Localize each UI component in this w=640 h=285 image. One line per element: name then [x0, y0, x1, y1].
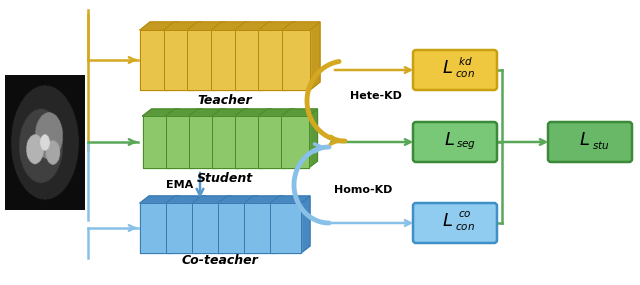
Polygon shape [140, 203, 171, 253]
Polygon shape [262, 109, 271, 168]
Text: $\mathit{con}$: $\mathit{con}$ [455, 222, 475, 232]
Polygon shape [143, 116, 170, 168]
Polygon shape [285, 109, 294, 168]
Polygon shape [259, 30, 286, 90]
Polygon shape [281, 109, 317, 116]
Polygon shape [143, 109, 179, 116]
Polygon shape [218, 203, 249, 253]
Polygon shape [223, 196, 232, 253]
Polygon shape [189, 116, 216, 168]
Polygon shape [215, 22, 225, 90]
Polygon shape [168, 22, 178, 90]
Text: $\mathit{L}$: $\mathit{L}$ [442, 59, 452, 77]
Text: Hete-KD: Hete-KD [350, 91, 402, 101]
Polygon shape [164, 22, 202, 30]
Polygon shape [259, 22, 296, 30]
Polygon shape [171, 196, 180, 253]
Polygon shape [166, 196, 206, 203]
Polygon shape [235, 22, 273, 30]
Text: Teacher: Teacher [198, 93, 252, 107]
Text: Co-teacher: Co-teacher [182, 255, 259, 268]
FancyBboxPatch shape [413, 50, 497, 90]
Text: $\mathit{seg}$: $\mathit{seg}$ [456, 139, 476, 151]
Polygon shape [286, 22, 296, 90]
Text: $\mathit{co}$: $\mathit{co}$ [458, 209, 472, 219]
Polygon shape [301, 196, 310, 253]
Polygon shape [140, 22, 178, 30]
Text: EMA: EMA [166, 180, 194, 190]
Text: $\mathit{L}$: $\mathit{L}$ [444, 131, 454, 149]
FancyBboxPatch shape [413, 122, 497, 162]
Polygon shape [170, 109, 179, 168]
Polygon shape [211, 30, 239, 90]
Text: Student: Student [197, 172, 253, 184]
Polygon shape [166, 109, 202, 116]
Polygon shape [188, 22, 225, 30]
Polygon shape [235, 109, 271, 116]
Text: $\mathit{L}$: $\mathit{L}$ [579, 131, 589, 149]
Polygon shape [239, 109, 248, 168]
Polygon shape [308, 109, 317, 168]
Polygon shape [189, 109, 225, 116]
Polygon shape [258, 116, 285, 168]
Polygon shape [249, 196, 258, 253]
Polygon shape [235, 30, 262, 90]
Polygon shape [258, 109, 294, 116]
Polygon shape [282, 30, 310, 90]
Polygon shape [212, 116, 239, 168]
Polygon shape [192, 203, 223, 253]
Text: $\mathit{L}$: $\mathit{L}$ [442, 212, 452, 230]
Polygon shape [270, 203, 301, 253]
Polygon shape [281, 116, 308, 168]
Polygon shape [191, 22, 202, 90]
Polygon shape [216, 109, 225, 168]
Polygon shape [211, 22, 249, 30]
Polygon shape [193, 109, 202, 168]
Polygon shape [270, 196, 310, 203]
FancyBboxPatch shape [548, 122, 632, 162]
Polygon shape [275, 196, 284, 253]
Text: $\mathit{stu}$: $\mathit{stu}$ [592, 139, 610, 151]
Polygon shape [166, 203, 197, 253]
Polygon shape [235, 116, 262, 168]
Polygon shape [192, 196, 232, 203]
Polygon shape [282, 22, 320, 30]
Polygon shape [140, 196, 180, 203]
Polygon shape [188, 30, 215, 90]
Polygon shape [166, 116, 193, 168]
Polygon shape [310, 22, 320, 90]
Polygon shape [239, 22, 249, 90]
Text: $\mathit{con}$: $\mathit{con}$ [455, 69, 475, 79]
Polygon shape [164, 30, 191, 90]
Polygon shape [262, 22, 273, 90]
Polygon shape [244, 196, 284, 203]
Polygon shape [212, 109, 248, 116]
Text: $\mathit{kd}$: $\mathit{kd}$ [458, 55, 472, 67]
Polygon shape [218, 196, 258, 203]
Polygon shape [197, 196, 206, 253]
FancyBboxPatch shape [413, 203, 497, 243]
Polygon shape [244, 203, 275, 253]
Text: Homo-KD: Homo-KD [334, 185, 392, 195]
Polygon shape [140, 30, 168, 90]
